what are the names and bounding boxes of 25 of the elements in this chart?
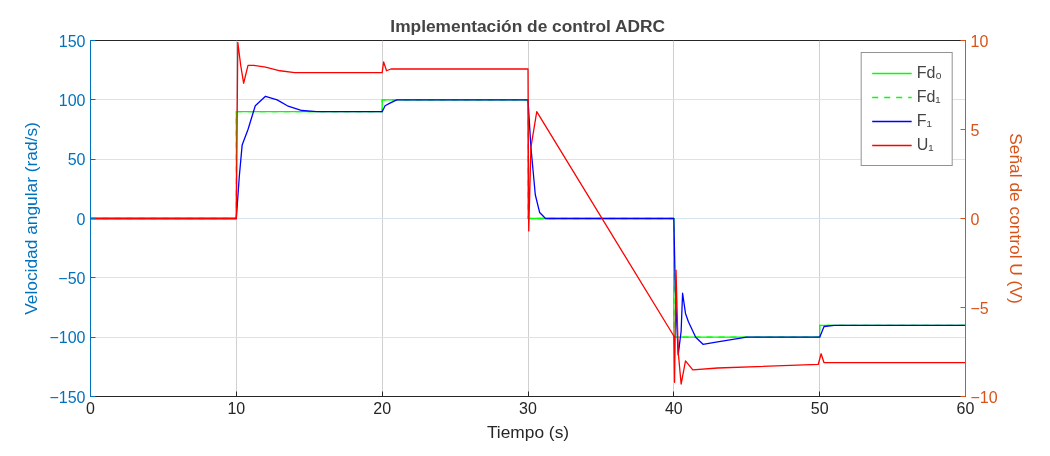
y2-axis-title: Señal de control U (V) bbox=[1005, 133, 1026, 304]
y-tick-label: 50 bbox=[67, 151, 86, 169]
y-tick-label: −100 bbox=[49, 329, 86, 347]
y-tick-label: −50 bbox=[58, 269, 86, 287]
x-tick-label: 20 bbox=[373, 399, 392, 417]
legend-label: Fd₁ bbox=[916, 88, 941, 106]
y-tick-label: 100 bbox=[58, 91, 86, 109]
x-axis-title: Tiempo (s) bbox=[486, 421, 570, 442]
x-tick-label: 60 bbox=[956, 399, 975, 417]
legend-label: Fd₀ bbox=[916, 64, 942, 82]
y2-tick-label: 5 bbox=[970, 121, 980, 139]
x-tick-label: 10 bbox=[227, 399, 246, 417]
legend-label: U₁ bbox=[916, 136, 935, 154]
y-tick-label: 0 bbox=[76, 210, 86, 228]
x-tick-label: 50 bbox=[810, 399, 829, 417]
legend-label: F₁ bbox=[916, 112, 933, 130]
y2-tick-label: −5 bbox=[970, 299, 989, 317]
chart-title: Implementación de control ADRC bbox=[390, 15, 666, 36]
y-tick-label: −150 bbox=[49, 388, 86, 406]
y-axis-title: Velocidad angular (rad/s) bbox=[21, 122, 42, 315]
y2-tick-label: 10 bbox=[970, 32, 989, 50]
x-tick-label: 40 bbox=[664, 399, 683, 417]
y2-tick-label: 0 bbox=[970, 210, 980, 228]
y-tick-label: 150 bbox=[58, 32, 86, 50]
x-tick-label: 30 bbox=[519, 399, 537, 417]
